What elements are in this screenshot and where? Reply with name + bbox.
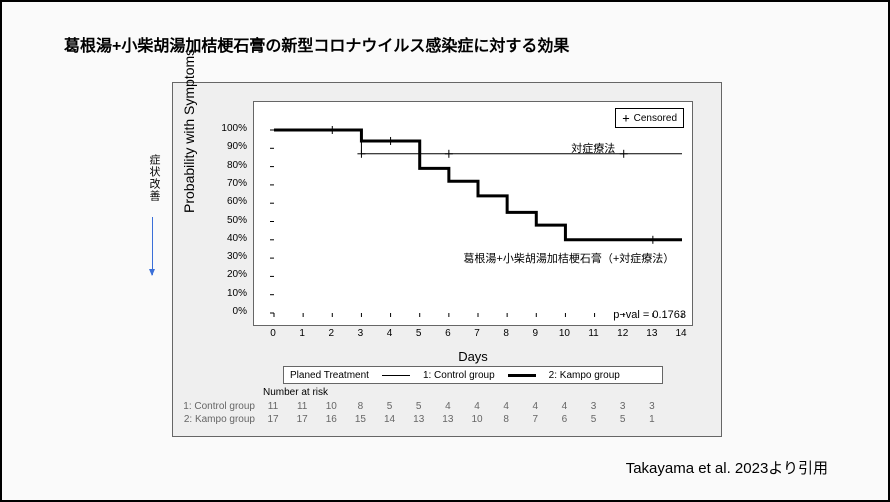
nar-row-label: 2: Kampo group xyxy=(175,414,255,425)
y-tick: 10% xyxy=(217,288,247,299)
x-tick: 4 xyxy=(380,328,400,339)
nar-cell: 14 xyxy=(380,414,400,425)
y-tick: 90% xyxy=(217,141,247,152)
y-tick: 0% xyxy=(217,306,247,317)
arrow-down-icon xyxy=(152,217,153,275)
nar-cell: 8 xyxy=(496,414,516,425)
x-tick: 13 xyxy=(642,328,662,339)
citation-text: Takayama et al. 2023より引用 xyxy=(626,457,828,478)
nar-cell: 5 xyxy=(380,401,400,412)
y-tick: 30% xyxy=(217,251,247,262)
nar-cell: 4 xyxy=(496,401,516,412)
legend-kampo: 2: Kampo group xyxy=(549,370,620,381)
x-tick: 3 xyxy=(350,328,370,339)
annotation-control: 対症療法 xyxy=(571,140,615,156)
y-tick: 50% xyxy=(217,215,247,226)
nar-cell: 15 xyxy=(350,414,370,425)
nar-cell: 10 xyxy=(467,414,487,425)
nar-cell: 11 xyxy=(263,401,283,412)
plot-area: + Censored 対症療法 葛根湯+小柴胡湯加桔梗石膏（+対症療法） p−v… xyxy=(253,101,693,326)
nar-cell: 3 xyxy=(642,401,662,412)
nar-cell: 5 xyxy=(409,401,429,412)
nar-cell: 4 xyxy=(525,401,545,412)
nar-cell: 8 xyxy=(350,401,370,412)
nar-cell: 5 xyxy=(584,414,604,425)
legend-title: Planed Treatment xyxy=(290,370,369,381)
nar-cell: 17 xyxy=(263,414,283,425)
nar-cell: 4 xyxy=(467,401,487,412)
number-at-risk-title: Number at risk xyxy=(263,387,328,398)
nar-cell: 17 xyxy=(292,414,312,425)
nar-cell: 3 xyxy=(584,401,604,412)
page-title: 葛根湯+小柴胡湯加桔梗石膏の新型コロナウイルス感染症に対する効果 xyxy=(64,32,569,56)
x-tick: 8 xyxy=(496,328,516,339)
x-tick: 0 xyxy=(263,328,283,339)
nar-cell: 13 xyxy=(438,414,458,425)
km-plot-svg xyxy=(254,102,694,327)
x-tick: 1 xyxy=(292,328,312,339)
x-tick: 14 xyxy=(671,328,691,339)
x-tick: 12 xyxy=(613,328,633,339)
nar-row-label: 1: Control group xyxy=(175,401,255,412)
y-tick: 40% xyxy=(217,233,247,244)
x-tick: 7 xyxy=(467,328,487,339)
x-axis-label: Days xyxy=(253,349,693,364)
p-value-text: p−val = 0.1763 xyxy=(613,309,686,321)
y-tick: 60% xyxy=(217,196,247,207)
nar-cell: 1 xyxy=(642,414,662,425)
x-tick: 5 xyxy=(409,328,429,339)
nar-cell: 5 xyxy=(613,414,633,425)
x-tick: 10 xyxy=(554,328,574,339)
nar-cell: 16 xyxy=(321,414,341,425)
x-tick: 9 xyxy=(525,328,545,339)
y-tick: 80% xyxy=(217,160,247,171)
y-tick: 20% xyxy=(217,269,247,280)
chart-panel: Probability with Symptoms + Censored 対症療… xyxy=(172,82,722,437)
x-tick: 6 xyxy=(438,328,458,339)
arrow-label: 症状改善 xyxy=(146,154,162,202)
nar-cell: 7 xyxy=(525,414,545,425)
y-axis-label: Probability with Symptoms xyxy=(181,49,197,213)
annotation-kampo: 葛根湯+小柴胡湯加桔梗石膏（+対症療法） xyxy=(463,250,674,266)
nar-cell: 3 xyxy=(613,401,633,412)
slide-frame: 葛根湯+小柴胡湯加桔梗石膏の新型コロナウイルス感染症に対する効果 症状改善 Pr… xyxy=(0,0,890,502)
legend-control: 1: Control group xyxy=(423,370,495,381)
thick-line-icon xyxy=(508,374,536,377)
y-tick: 70% xyxy=(217,178,247,189)
x-tick: 2 xyxy=(321,328,341,339)
nar-cell: 4 xyxy=(438,401,458,412)
legend-bar: Planed Treatment 1: Control group 2: Kam… xyxy=(283,366,663,384)
nar-cell: 13 xyxy=(409,414,429,425)
y-tick: 100% xyxy=(217,123,247,134)
x-tick: 11 xyxy=(584,328,604,339)
thin-line-icon xyxy=(382,375,410,376)
nar-cell: 11 xyxy=(292,401,312,412)
nar-cell: 4 xyxy=(554,401,574,412)
nar-cell: 6 xyxy=(554,414,574,425)
nar-cell: 10 xyxy=(321,401,341,412)
